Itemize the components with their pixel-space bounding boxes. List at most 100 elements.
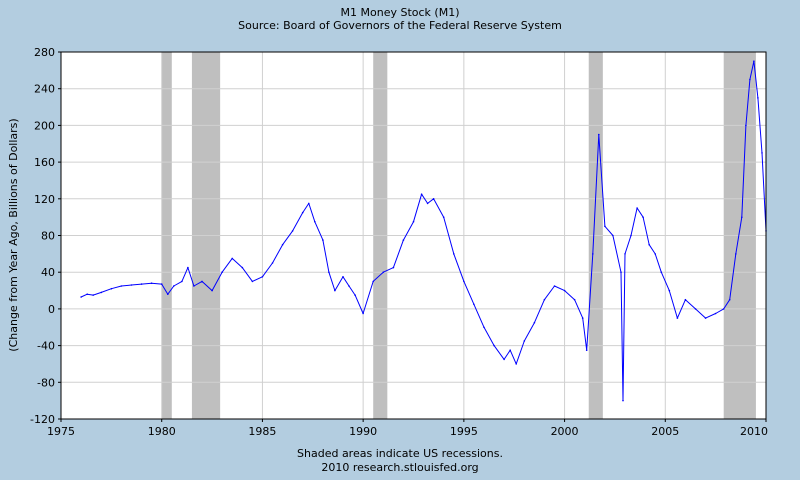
x-axis-ticks: 1975 1980 1985 1990 1995 2000 2005 2010 [47,419,768,438]
data-point [612,234,614,237]
y-tick-label: 240 [34,83,55,96]
y-tick-label: -40 [37,340,55,353]
data-point [722,308,725,310]
data-point [624,253,626,255]
y-tick-label: 160 [34,156,55,169]
data-point [620,271,622,274]
data-point [193,285,195,287]
x-tick-label: 2000 [551,425,579,438]
data-point [523,340,526,342]
data-point [382,271,385,274]
y-tick-label: 0 [48,303,55,316]
data-point [308,202,310,205]
data-point [515,363,517,365]
data-point [473,303,475,306]
data-point [654,253,656,255]
data-point [432,198,435,200]
y-axis-ticks: 280 240 200 160 120 80 40 0 -40 -80 -120 [30,46,61,426]
data-point [80,296,82,298]
data-point [668,289,671,292]
data-point [362,312,364,315]
data-point [442,216,445,218]
data-point [598,133,600,136]
data-point [749,78,751,81]
y-tick-label: 120 [34,193,55,206]
data-point [187,266,189,269]
data-point [622,399,624,402]
data-point [150,282,153,285]
data-point [741,216,743,218]
data-point [714,312,717,315]
data-point [322,239,324,241]
data-point [676,317,679,319]
data-point [636,207,638,209]
data-point [271,262,274,264]
y-tick-label: -120 [30,413,55,426]
data-point [533,321,536,324]
data-point [757,97,759,99]
data-point [211,289,213,292]
data-point [201,280,203,283]
data-point [543,298,546,301]
data-point [563,289,566,292]
data-point [630,234,632,237]
data-point [660,271,663,274]
data-point [221,271,223,274]
data-point [493,344,495,347]
data-point [402,239,405,241]
data-point [167,293,169,296]
data-point [328,271,330,274]
data-point [241,266,244,269]
data-point [753,60,755,62]
footnote-credit: 2010 research.stlouisfed.org [321,461,478,474]
data-point [130,284,133,286]
x-tick-label: 1990 [349,425,377,438]
data-point [553,285,556,287]
grid-lines [61,52,766,419]
data-point [281,243,284,246]
data-point [181,280,183,283]
footnote-recessions: Shaded areas indicate US recessions. [297,447,503,460]
data-point [372,280,375,283]
data-point [261,276,264,278]
data-point [100,291,103,294]
data-point [160,283,163,285]
data-point [120,285,123,287]
data-point [140,283,143,285]
data-point [573,298,576,301]
data-point [342,276,344,278]
data-point [728,298,731,301]
data-point [291,230,294,232]
x-tick-label: 2005 [651,425,679,438]
data-point [301,211,304,214]
data-point [745,124,747,127]
data-point [483,326,485,329]
data-point [412,220,415,223]
data-point [463,280,465,283]
data-point [334,289,336,292]
data-point [348,285,350,287]
data-point [173,285,175,287]
x-tick-label: 1975 [47,425,75,438]
data-point [694,308,697,310]
data-point [426,202,429,205]
data-point [704,317,707,319]
x-tick-label: 2010 [740,425,768,438]
data-point [503,358,505,361]
data-point [110,287,113,290]
data-point [642,216,644,218]
data-point [392,266,395,269]
data-point [581,317,584,319]
chart-title: M1 Money Stock (M1) [341,6,460,19]
data-point [735,253,737,255]
x-tick-label: 1995 [450,425,478,438]
chart-subtitle: Source: Board of Governors of the Federa… [238,19,562,32]
data-point [648,243,650,246]
data-point [420,193,423,195]
x-tick-label: 1980 [148,425,176,438]
y-tick-label: 200 [34,119,55,132]
y-tick-label: 280 [34,46,55,59]
data-point [231,257,233,260]
y-tick-label: 80 [41,230,55,243]
